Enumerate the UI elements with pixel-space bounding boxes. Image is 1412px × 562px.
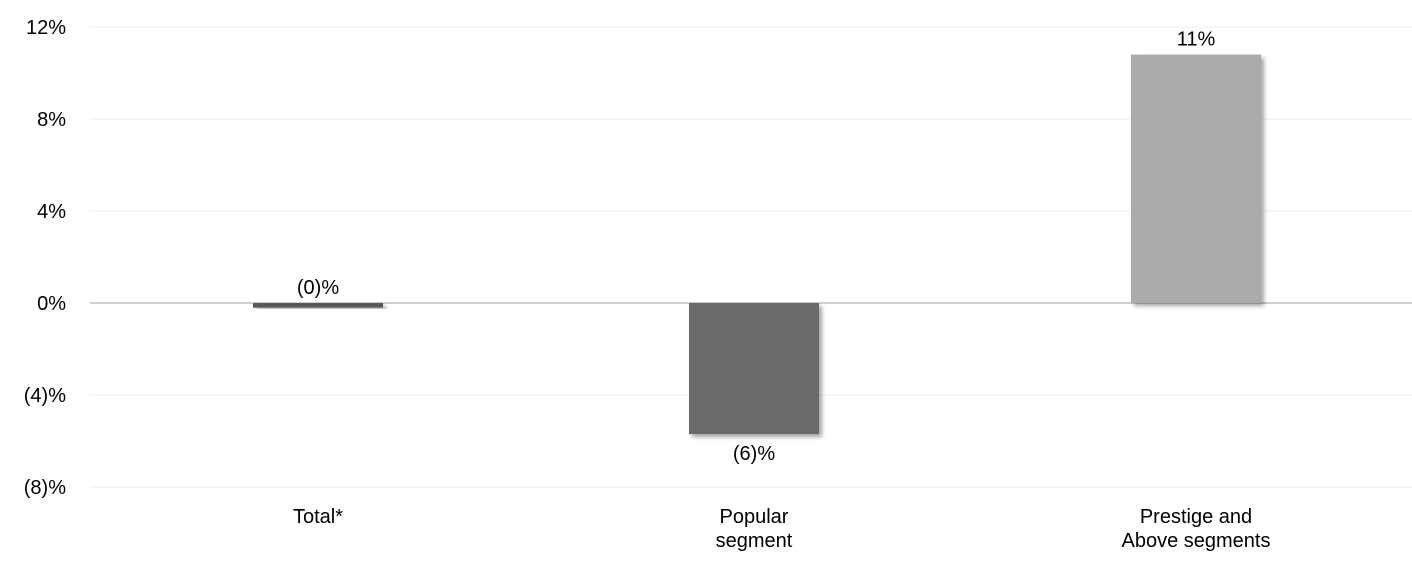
- data-label: (0)%: [297, 277, 339, 299]
- y-axis-tick-labels: 12% 8% 4% 0% (4)% (8)%: [24, 17, 66, 499]
- y-tick-label: (8)%: [24, 477, 66, 499]
- data-label: 11%: [1177, 29, 1216, 51]
- category-labels: Total* Popular segment Prestige and Above se…: [293, 506, 1271, 552]
- bar: [1131, 54, 1261, 303]
- category-label: Total*: [293, 506, 343, 528]
- y-tick-label: (4)%: [24, 385, 66, 407]
- category-label: Prestige and Above segments: [1122, 506, 1271, 552]
- category-label-line: Prestige and: [1140, 506, 1252, 528]
- category-label-line: Total*: [293, 506, 343, 528]
- data-label: (6)%: [733, 443, 775, 465]
- category-label-line: Above segments: [1122, 530, 1271, 552]
- y-tick-label: 8%: [37, 109, 66, 131]
- y-tick-label: 12%: [26, 17, 66, 39]
- bar: [253, 303, 383, 308]
- category-label-line: Popular: [720, 506, 789, 528]
- y-tick-label: 0%: [37, 293, 66, 315]
- y-tick-label: 4%: [37, 201, 66, 223]
- category-label: Popular segment: [716, 506, 793, 552]
- bar: [689, 303, 819, 435]
- data-labels: (0)% (6)% 11%: [297, 29, 1216, 466]
- bars: [253, 54, 1261, 435]
- category-label-line: segment: [716, 530, 793, 552]
